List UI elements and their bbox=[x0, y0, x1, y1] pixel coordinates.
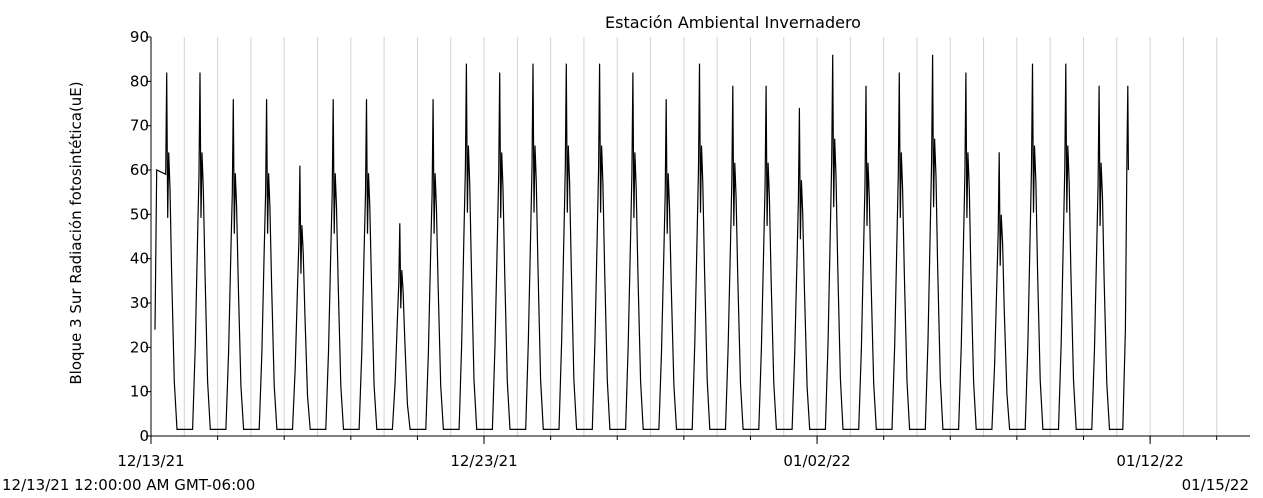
y-tick-label: 50 bbox=[130, 205, 149, 223]
y-tick-label: 60 bbox=[130, 161, 149, 179]
y-tick-label: 80 bbox=[130, 72, 149, 90]
y-tick-label: 70 bbox=[130, 117, 149, 135]
chart-title: Estación Ambiental Invernadero bbox=[605, 13, 861, 32]
x-tick-label: 01/12/22 bbox=[1116, 452, 1183, 470]
y-tick-label: 10 bbox=[130, 383, 149, 401]
grid-lines bbox=[183, 37, 1218, 436]
y-axis-label: Bloque 3 Sur Radiación fotosintética(uE) bbox=[67, 81, 85, 384]
start-timestamp-label: 12/13/21 12:00:00 AM GMT-06:00 bbox=[2, 476, 256, 494]
x-tick-label: 12/23/21 bbox=[450, 452, 517, 470]
radiation-series-line bbox=[154, 54, 1129, 430]
axes bbox=[146, 36, 1250, 444]
y-tick-label: 40 bbox=[130, 250, 149, 268]
x-tick-label: 12/13/21 bbox=[117, 452, 184, 470]
y-tick-label: 20 bbox=[130, 338, 149, 356]
y-tick-label: 0 bbox=[139, 427, 149, 445]
y-tick-label: 90 bbox=[130, 28, 149, 46]
x-tick-label: 01/02/22 bbox=[783, 452, 850, 470]
tick-labels: 0 10 20 30 40 50 60 70 80 90 12/13/21 12/23/21 01/02… bbox=[117, 28, 1183, 470]
end-date-label: 01/15/22 bbox=[1181, 476, 1249, 494]
y-tick-label: 30 bbox=[130, 294, 149, 312]
